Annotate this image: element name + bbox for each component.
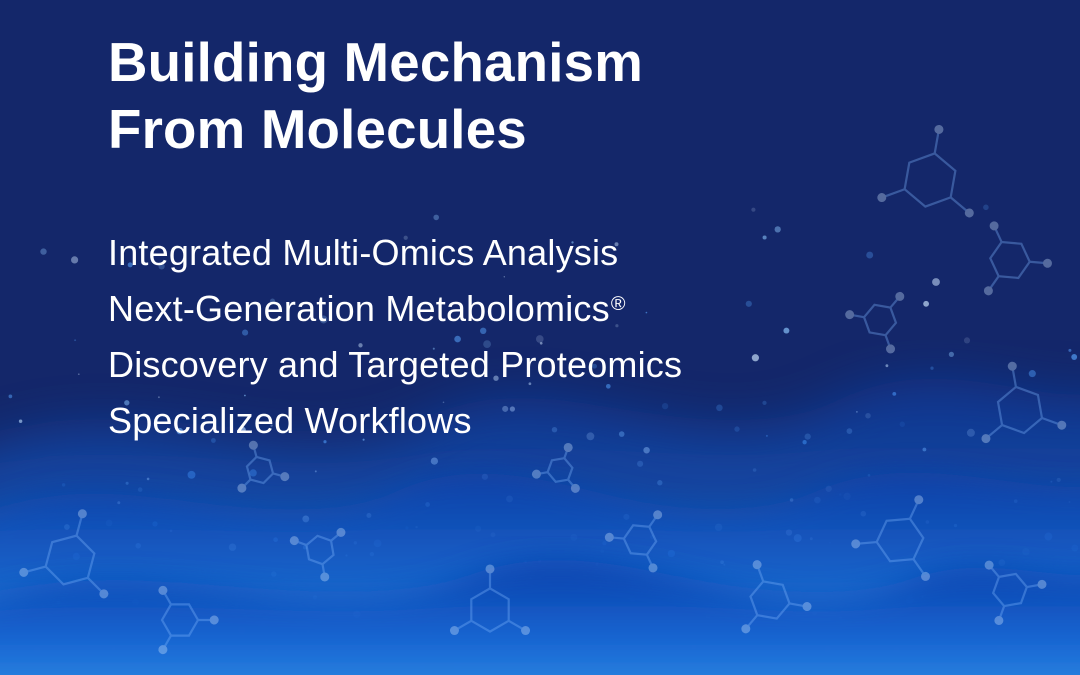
body-item-1: Integrated Multi-Omics Analysis bbox=[108, 225, 1080, 281]
body-item-4-text: Specialized Workflows bbox=[108, 400, 472, 441]
body-item-3: Discovery and Targeted Proteomics bbox=[108, 337, 1080, 393]
body-list: Integrated Multi-Omics Analysis Next-Gen… bbox=[108, 225, 1080, 448]
body-item-4: Specialized Workflows bbox=[108, 393, 1080, 449]
registered-mark: ® bbox=[611, 293, 626, 315]
slide: Building Mechanism From Molecules Integr… bbox=[0, 0, 1080, 675]
body-item-2-text: Next-Generation Metabolomics bbox=[108, 288, 610, 329]
body-item-2: Next-Generation Metabolomics® bbox=[108, 281, 1080, 337]
slide-title: Building Mechanism From Molecules bbox=[108, 30, 1080, 163]
title-line-2: From Molecules bbox=[108, 97, 1080, 164]
content-block: Building Mechanism From Molecules Integr… bbox=[0, 0, 1080, 449]
body-item-3-text: Discovery and Targeted Proteomics bbox=[108, 344, 682, 385]
body-item-1-text: Integrated Multi-Omics Analysis bbox=[108, 232, 618, 273]
title-line-1: Building Mechanism bbox=[108, 30, 1080, 97]
